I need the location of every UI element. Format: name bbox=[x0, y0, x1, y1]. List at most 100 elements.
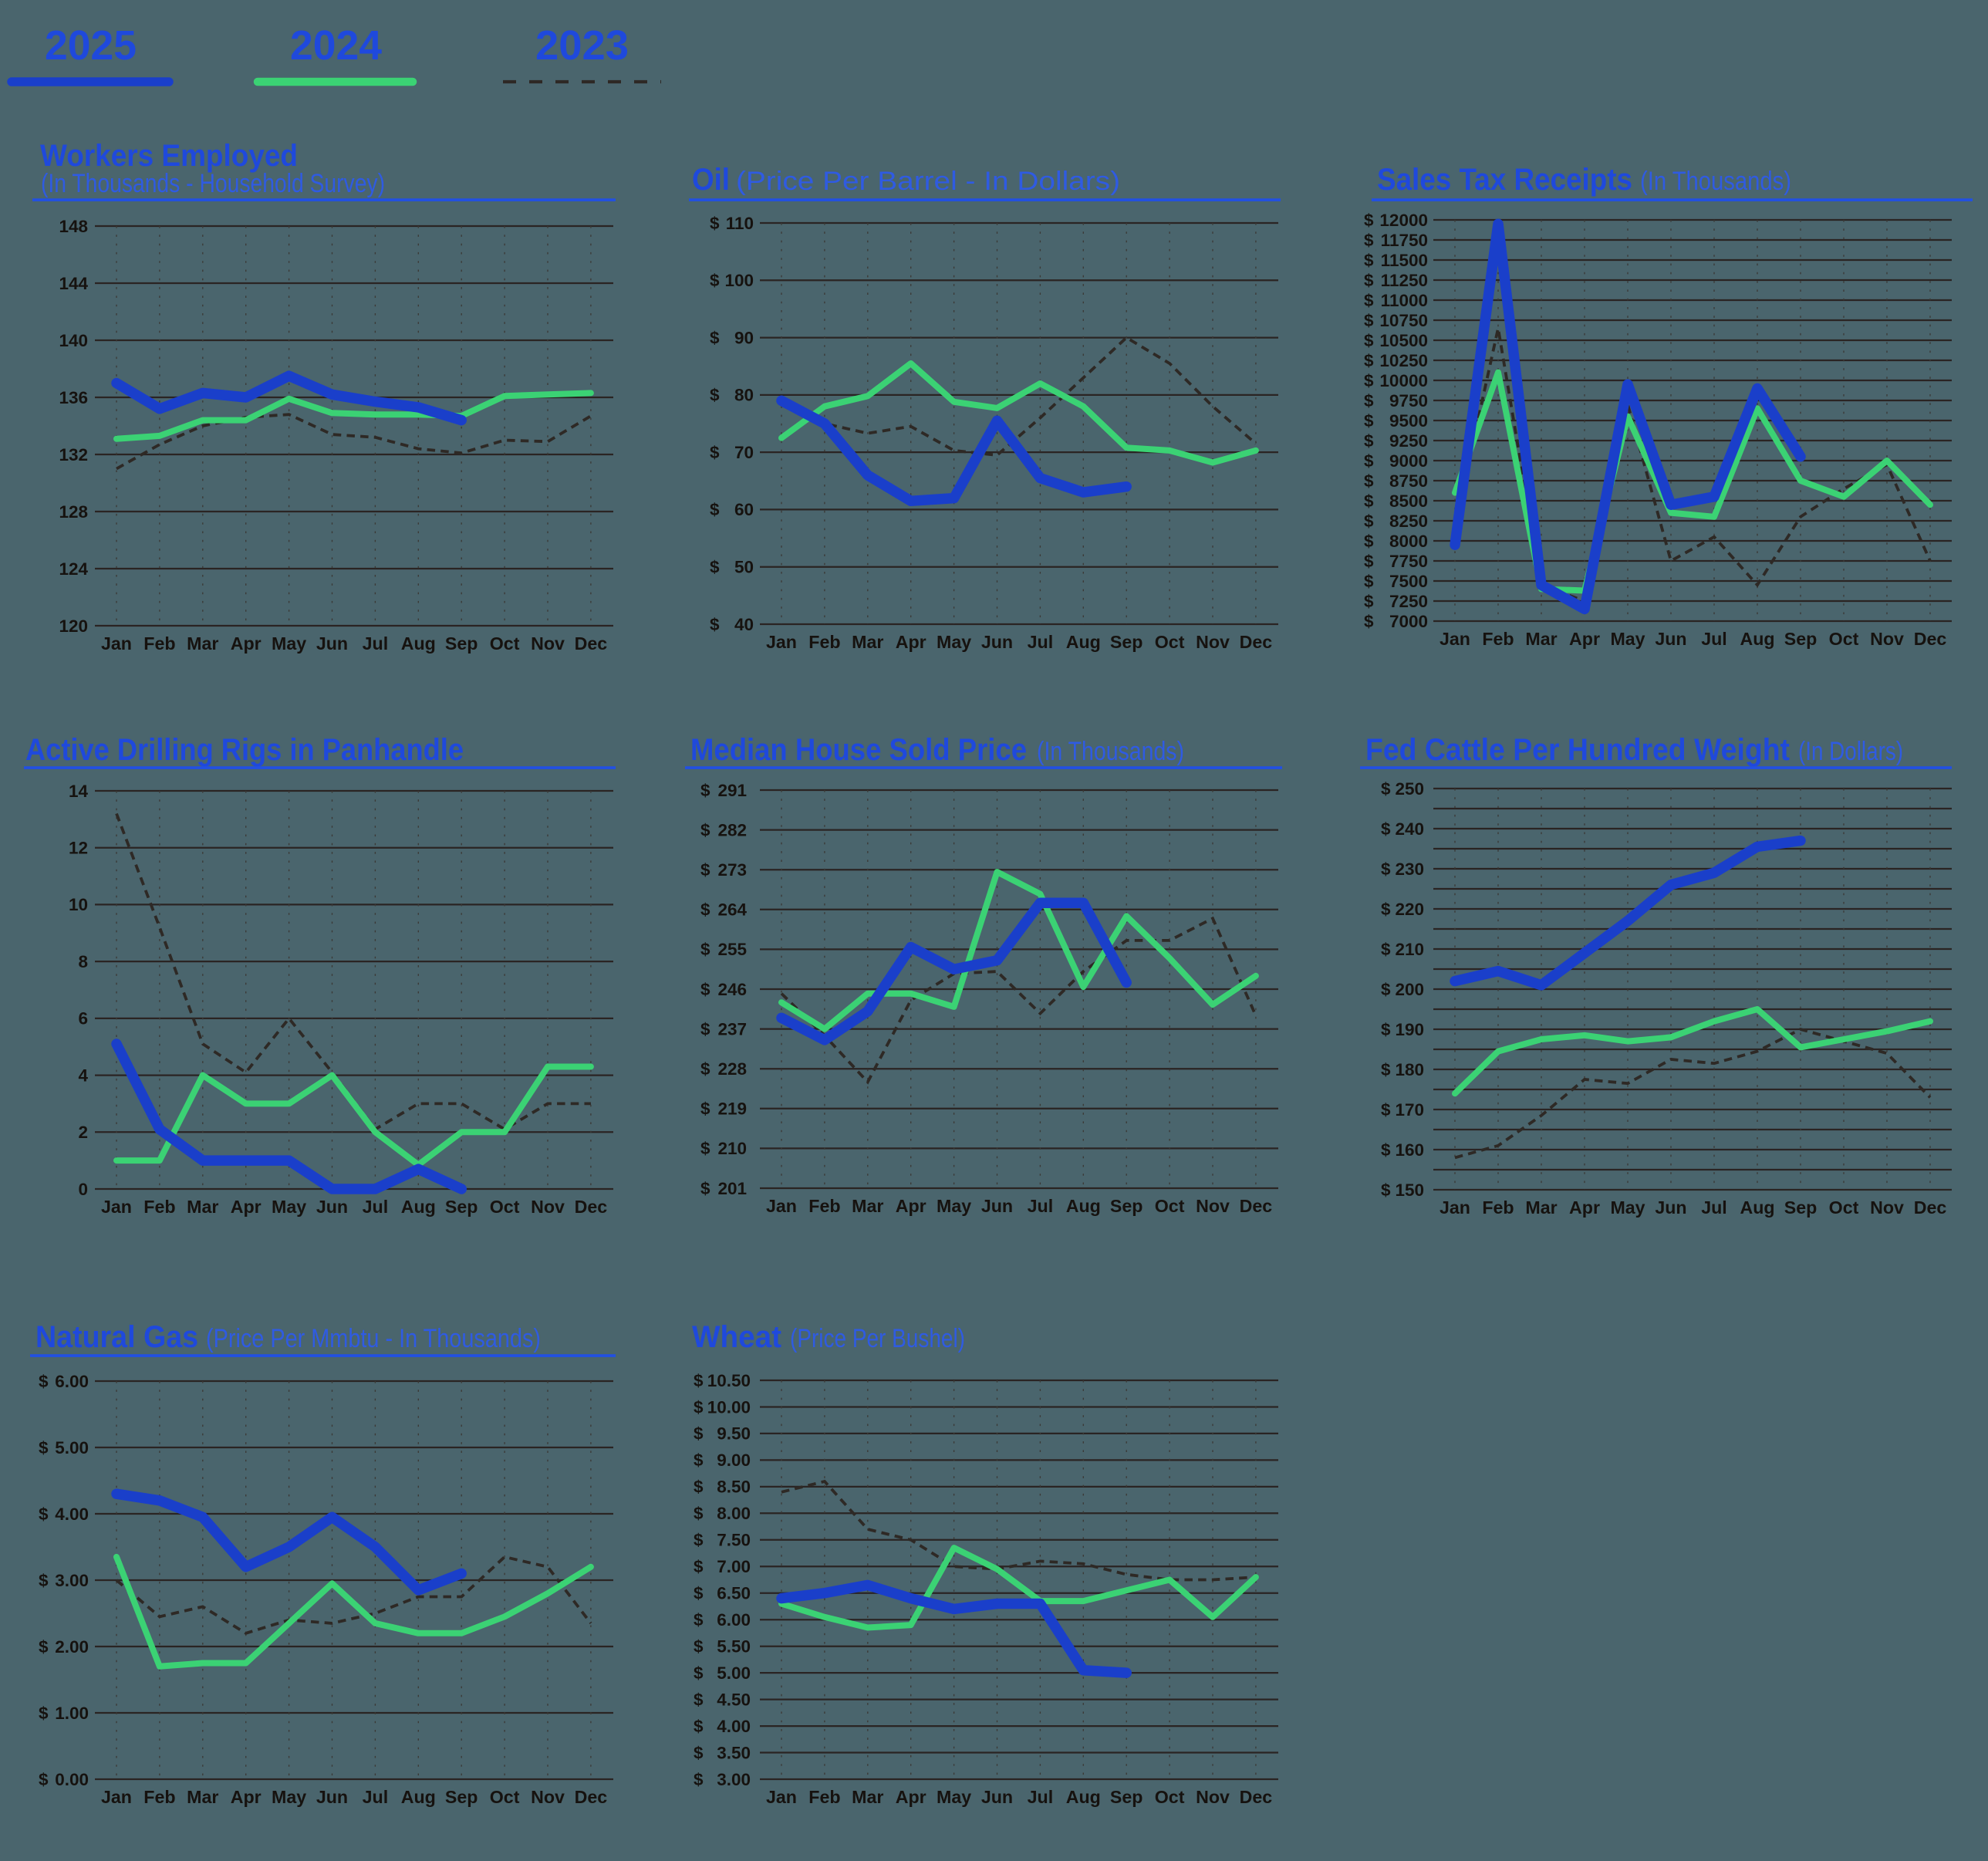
svg-text:291: 291 bbox=[717, 781, 747, 800]
svg-text:Jan: Jan bbox=[1440, 629, 1470, 649]
svg-text:200: 200 bbox=[1395, 980, 1424, 999]
svg-text:Jul: Jul bbox=[1028, 632, 1054, 652]
svg-text:180: 180 bbox=[1395, 1060, 1424, 1079]
svg-text:Aug: Aug bbox=[1066, 1787, 1101, 1807]
svg-text:282: 282 bbox=[717, 820, 747, 839]
svg-text:$: $ bbox=[700, 860, 710, 880]
svg-text:$: $ bbox=[694, 1397, 704, 1417]
svg-text:$: $ bbox=[1364, 211, 1374, 230]
svg-text:7000: 7000 bbox=[1389, 612, 1428, 631]
svg-text:Oct: Oct bbox=[1155, 1196, 1185, 1216]
svg-text:Mar: Mar bbox=[1525, 629, 1557, 649]
svg-text:10750: 10750 bbox=[1379, 311, 1428, 330]
svg-text:8250: 8250 bbox=[1389, 512, 1428, 531]
svg-text:1.00: 1.00 bbox=[55, 1704, 89, 1723]
svg-text:$: $ bbox=[694, 1663, 704, 1683]
svg-text:$: $ bbox=[1364, 311, 1374, 330]
svg-text:Dec: Dec bbox=[1914, 629, 1947, 649]
svg-text:$: $ bbox=[700, 1019, 710, 1039]
svg-text:Aug: Aug bbox=[1740, 1197, 1774, 1218]
svg-text:$: $ bbox=[1364, 371, 1374, 390]
svg-text:6.00: 6.00 bbox=[55, 1372, 89, 1391]
svg-text:$: $ bbox=[710, 386, 720, 405]
svg-text:246: 246 bbox=[717, 980, 747, 999]
svg-text:May: May bbox=[937, 1787, 971, 1807]
svg-text:$: $ bbox=[700, 900, 710, 920]
svg-text:190: 190 bbox=[1395, 1020, 1424, 1039]
svg-text:220: 220 bbox=[1395, 900, 1424, 919]
svg-text:Jun: Jun bbox=[1655, 1197, 1686, 1218]
svg-text:140: 140 bbox=[59, 331, 88, 350]
svg-text:Dec: Dec bbox=[575, 1787, 608, 1807]
svg-text:Mar: Mar bbox=[852, 1787, 883, 1807]
svg-text:10: 10 bbox=[69, 895, 88, 914]
svg-text:Median House Sold Price: Median House Sold Price bbox=[690, 733, 1027, 767]
svg-text:$: $ bbox=[700, 1099, 710, 1119]
svg-text:Sep: Sep bbox=[1110, 1787, 1143, 1807]
svg-text:210: 210 bbox=[717, 1139, 747, 1158]
svg-text:250: 250 bbox=[1395, 779, 1424, 799]
svg-text:$: $ bbox=[694, 1770, 704, 1789]
svg-text:$: $ bbox=[1364, 592, 1374, 611]
svg-text:Jan: Jan bbox=[766, 1196, 797, 1216]
svg-text:$: $ bbox=[694, 1557, 704, 1576]
svg-text:Apr: Apr bbox=[231, 1787, 262, 1807]
svg-text:$: $ bbox=[700, 1139, 710, 1158]
svg-text:10500: 10500 bbox=[1379, 331, 1428, 350]
svg-text:(In Dollars): (In Dollars) bbox=[1798, 737, 1903, 766]
svg-text:Oct: Oct bbox=[1155, 1787, 1185, 1807]
svg-text:$: $ bbox=[694, 1637, 704, 1657]
svg-text:Feb: Feb bbox=[808, 1787, 840, 1807]
svg-text:$: $ bbox=[1381, 1060, 1391, 1079]
svg-text:May: May bbox=[1610, 1197, 1645, 1218]
svg-text:240: 240 bbox=[1395, 819, 1424, 839]
svg-text:$: $ bbox=[1364, 351, 1374, 370]
svg-text:5.50: 5.50 bbox=[717, 1637, 751, 1657]
svg-text:$: $ bbox=[1381, 819, 1391, 839]
svg-text:$: $ bbox=[1381, 1180, 1391, 1200]
svg-text:Nov: Nov bbox=[1196, 632, 1230, 652]
svg-text:12: 12 bbox=[69, 839, 88, 858]
svg-text:Nov: Nov bbox=[531, 1787, 565, 1807]
svg-text:4.00: 4.00 bbox=[55, 1505, 89, 1524]
svg-text:Feb: Feb bbox=[808, 632, 840, 652]
svg-text:$: $ bbox=[1364, 391, 1374, 410]
svg-text:Feb: Feb bbox=[143, 1787, 175, 1807]
svg-text:$: $ bbox=[710, 500, 720, 519]
svg-text:Dec: Dec bbox=[575, 633, 608, 654]
svg-text:$: $ bbox=[39, 1571, 49, 1590]
svg-text:$: $ bbox=[1364, 471, 1374, 491]
svg-text:50: 50 bbox=[734, 558, 754, 577]
svg-text:9.50: 9.50 bbox=[717, 1424, 751, 1444]
svg-text:Jan: Jan bbox=[101, 1787, 132, 1807]
svg-text:Mar: Mar bbox=[187, 1787, 218, 1807]
svg-text:4.50: 4.50 bbox=[717, 1690, 751, 1709]
svg-text:May: May bbox=[272, 1197, 306, 1217]
svg-text:Nov: Nov bbox=[1870, 1197, 1904, 1218]
svg-text:$: $ bbox=[710, 615, 720, 634]
svg-text:Natural Gas: Natural Gas bbox=[35, 1320, 198, 1354]
svg-text:Dec: Dec bbox=[1240, 1787, 1273, 1807]
svg-text:128: 128 bbox=[59, 502, 88, 522]
svg-text:$: $ bbox=[694, 1717, 704, 1736]
svg-text:Dec: Dec bbox=[1240, 632, 1273, 652]
svg-text:237: 237 bbox=[717, 1019, 747, 1039]
svg-text:2: 2 bbox=[78, 1123, 88, 1142]
svg-text:9250: 9250 bbox=[1389, 431, 1428, 451]
svg-text:273: 273 bbox=[717, 860, 747, 880]
svg-text:$: $ bbox=[710, 328, 720, 347]
svg-text:12000: 12000 bbox=[1379, 211, 1428, 230]
svg-text:7250: 7250 bbox=[1389, 592, 1428, 611]
svg-text:$: $ bbox=[700, 980, 710, 999]
svg-text:Jun: Jun bbox=[1655, 629, 1686, 649]
svg-text:9750: 9750 bbox=[1389, 391, 1428, 410]
svg-text:0: 0 bbox=[78, 1180, 88, 1199]
svg-text:Jun: Jun bbox=[316, 633, 348, 654]
svg-text:$: $ bbox=[710, 558, 720, 577]
svg-text:$: $ bbox=[700, 781, 710, 800]
svg-text:3.50: 3.50 bbox=[717, 1743, 751, 1762]
svg-text:Oct: Oct bbox=[1829, 1197, 1859, 1218]
svg-text:14: 14 bbox=[69, 782, 89, 801]
svg-text:7.50: 7.50 bbox=[717, 1531, 751, 1550]
svg-text:$: $ bbox=[1364, 512, 1374, 531]
